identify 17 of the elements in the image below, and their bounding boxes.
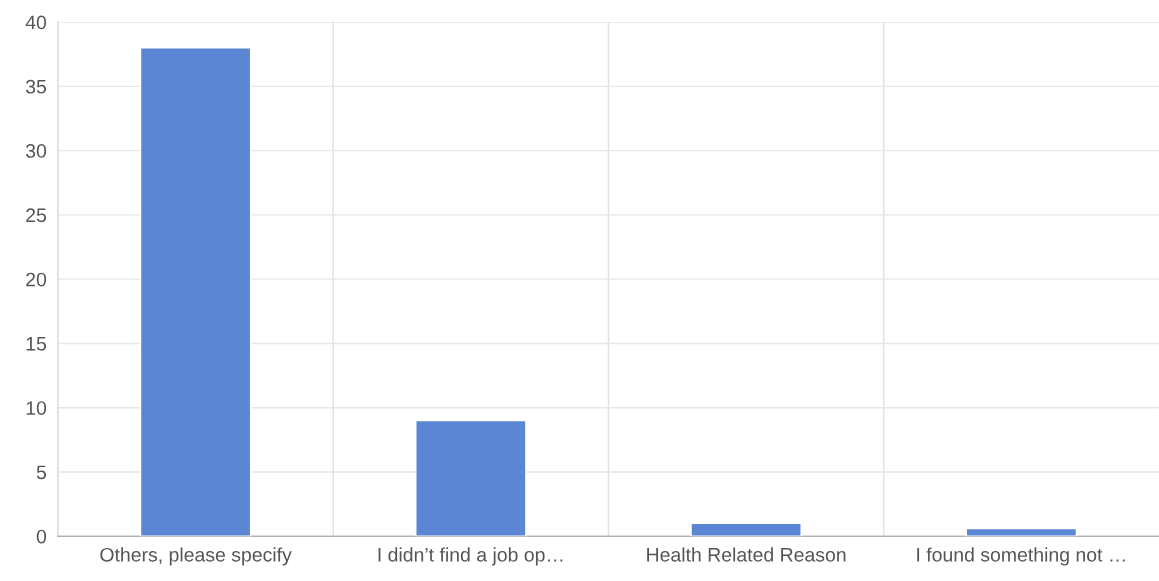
y-tick-label: 40: [25, 15, 47, 30]
bar: [139, 47, 252, 537]
y-tick-label: 10: [26, 401, 47, 415]
x-tick-label: Others, please specify: [100, 547, 292, 566]
bar: [690, 522, 802, 537]
x-tick-label: I didn’t find a job op…: [378, 547, 563, 566]
y-tick-label: 30: [25, 144, 47, 158]
y-tick-label: 25: [26, 208, 47, 223]
x-tick-label: I found something not …: [917, 547, 1125, 566]
bar: [965, 527, 1078, 537]
y-tick-label: 5: [36, 465, 47, 480]
x-tick-label: Health Related Reason: [647, 547, 846, 562]
y-tick-label: 35: [25, 79, 47, 94]
y-tick-label: 0: [36, 529, 47, 544]
y-tick-label: 20: [26, 272, 47, 287]
bar: [415, 419, 527, 537]
y-tick-label: 15: [26, 337, 47, 351]
